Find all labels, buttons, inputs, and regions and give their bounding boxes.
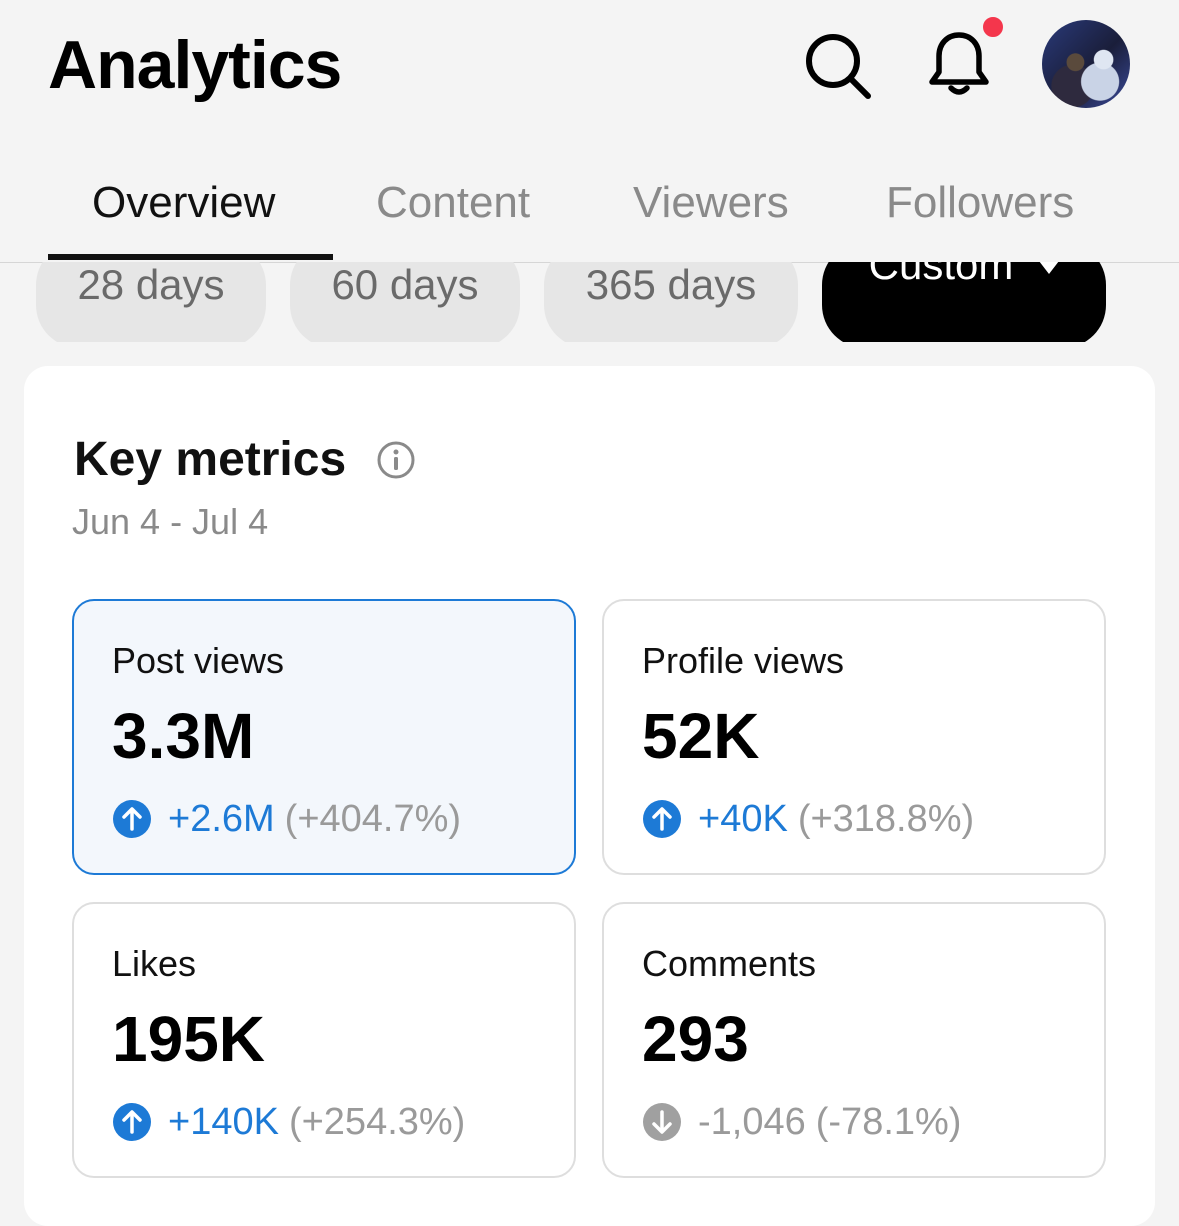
range-label: 28 days xyxy=(77,262,225,308)
metric-tile-post-views[interactable]: Post views 3.3M +2.6M (+404.7%) xyxy=(72,599,576,875)
metric-value: 52K xyxy=(642,700,760,772)
key-metrics-card: Key metrics Jun 4 - Jul 4 Post views 3.3… xyxy=(24,366,1155,1226)
metric-label: Profile views xyxy=(642,640,845,681)
metric-tile-comments[interactable]: Comments 293 -1,046 (-78.1%) xyxy=(602,902,1106,1178)
arrow-down-icon xyxy=(643,1103,681,1141)
range-label: Custom xyxy=(868,262,1014,288)
tab-followers[interactable]: Followers xyxy=(886,178,1075,227)
active-tab-indicator xyxy=(48,254,333,260)
range-label: 60 days xyxy=(331,262,479,308)
metric-label: Post views xyxy=(112,640,285,681)
tab-viewers[interactable]: Viewers xyxy=(633,178,789,227)
metric-value: 293 xyxy=(642,1003,749,1075)
range-28-days-button[interactable]: 28 days xyxy=(36,262,266,342)
tab-content[interactable]: Content xyxy=(376,178,531,227)
info-icon[interactable] xyxy=(376,440,416,480)
arrow-up-icon xyxy=(113,1103,151,1141)
metric-tile-profile-views[interactable]: Profile views 52K +40K (+318.8%) xyxy=(602,599,1106,875)
app-title: Analytics xyxy=(48,27,342,103)
metric-value: 3.3M xyxy=(112,700,255,772)
change-absolute: +140K xyxy=(168,1101,279,1143)
range-365-days-button[interactable]: 365 days xyxy=(544,262,798,342)
metric-label: Likes xyxy=(112,943,197,984)
arrow-up-icon xyxy=(643,800,681,838)
metric-change: -1,046 (-78.1%) xyxy=(642,1100,961,1144)
change-percent: (+404.7%) xyxy=(284,798,462,840)
change-absolute: +40K xyxy=(698,798,788,840)
caret-down-icon xyxy=(1039,262,1060,275)
date-range-selector: 28 days 60 days 365 days Custom xyxy=(0,262,1179,342)
change-absolute: +2.6M xyxy=(168,798,275,840)
date-range-label: Jun 4 - Jul 4 xyxy=(72,501,269,542)
range-60-days-button[interactable]: 60 days xyxy=(290,262,520,342)
change-percent: (+318.8%) xyxy=(797,798,975,840)
metric-change: +140K (+254.3%) xyxy=(112,1100,465,1144)
notification-dot xyxy=(980,14,1006,40)
metric-change: +40K (+318.8%) xyxy=(642,797,974,841)
change-percent: (+254.3%) xyxy=(288,1101,466,1143)
metric-value: 195K xyxy=(112,1003,265,1075)
key-metrics-title: Key metrics xyxy=(74,433,347,486)
change-percent: (-78.1%) xyxy=(815,1101,962,1143)
change-absolute: -1,046 xyxy=(698,1101,806,1143)
metric-tile-likes[interactable]: Likes 195K +140K (+254.3%) xyxy=(72,902,576,1178)
tab-overview[interactable]: Overview xyxy=(92,178,276,227)
range-label: 365 days xyxy=(585,262,757,308)
range-custom-button[interactable]: Custom xyxy=(822,262,1106,342)
arrow-up-icon xyxy=(113,800,151,838)
metric-change: +2.6M (+404.7%) xyxy=(112,797,461,841)
search-icon[interactable] xyxy=(800,28,874,102)
tab-bar: Overview Content Viewers Followers xyxy=(0,160,1179,263)
avatar[interactable] xyxy=(1042,20,1130,108)
metric-label: Comments xyxy=(642,943,817,984)
bell-icon[interactable] xyxy=(922,26,996,100)
